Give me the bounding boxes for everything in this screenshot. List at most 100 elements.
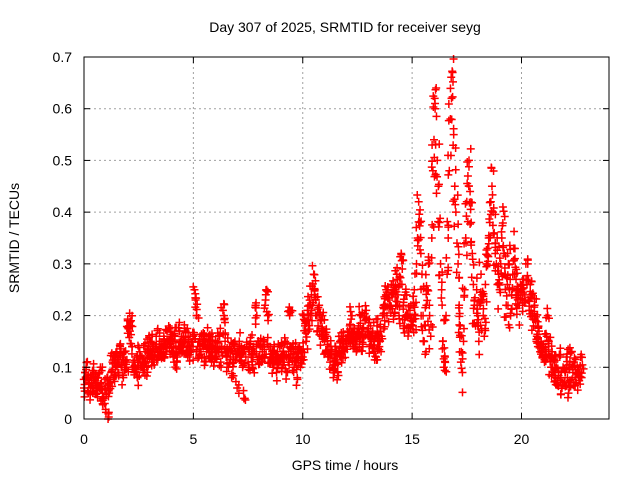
plus-marker [466, 220, 475, 229]
plus-marker [322, 328, 331, 337]
plus-marker [483, 244, 492, 253]
plus-marker [491, 210, 500, 219]
data-point [450, 191, 462, 231]
plus-marker [425, 311, 434, 320]
data-point [480, 314, 490, 341]
plus-marker [119, 371, 128, 380]
plus-marker [284, 354, 293, 363]
plus-marker [544, 336, 553, 345]
plus-marker [482, 262, 491, 271]
data-point [239, 386, 250, 404]
plus-marker [556, 373, 565, 382]
y-axis-label: SRMTID / TECUs [6, 183, 22, 293]
plus-marker [451, 143, 460, 152]
data-point [438, 336, 449, 353]
plus-marker [426, 332, 435, 341]
plot-frame [83, 56, 610, 420]
plus-marker [447, 115, 456, 124]
plus-marker [469, 280, 478, 289]
plus-marker [447, 73, 456, 82]
plus-marker [506, 309, 515, 318]
plus-marker [422, 286, 431, 295]
plus-marker [447, 94, 456, 103]
plus-marker [527, 290, 536, 299]
plus-marker [421, 350, 430, 359]
plus-marker [355, 302, 364, 311]
plus-marker [200, 361, 209, 370]
plus-marker [150, 360, 159, 369]
data-point [466, 238, 477, 264]
data-point [463, 171, 473, 191]
plus-marker [528, 289, 537, 298]
plus-marker [446, 84, 455, 93]
plus-marker [428, 322, 437, 331]
plus-marker [307, 316, 316, 325]
data-point [509, 244, 521, 274]
plus-marker [506, 245, 515, 254]
data-point [292, 365, 302, 390]
plus-marker [229, 362, 238, 371]
plus-marker [494, 280, 503, 289]
plus-marker [229, 340, 238, 349]
plus-marker [239, 394, 248, 403]
data-point [479, 280, 491, 306]
plus-marker [250, 368, 259, 377]
plus-marker [98, 396, 107, 405]
plus-marker [477, 270, 486, 279]
plus-marker [491, 243, 500, 252]
plus-marker [443, 217, 452, 226]
plus-marker [213, 339, 222, 348]
data-point [458, 284, 469, 301]
data-point [440, 311, 451, 325]
plus-marker [282, 375, 291, 384]
plus-marker [448, 77, 457, 86]
plus-marker [148, 330, 157, 339]
plus-marker [89, 359, 98, 368]
plus-marker [410, 303, 419, 312]
plus-marker [454, 303, 463, 312]
plus-marker [445, 166, 454, 175]
plus-marker [148, 338, 157, 347]
plus-marker [470, 293, 479, 302]
plus-marker [419, 336, 428, 345]
plus-marker [304, 315, 313, 324]
plus-marker [542, 329, 551, 338]
data-point [217, 299, 229, 315]
data-point [410, 241, 422, 278]
data-point [423, 301, 435, 329]
data-point [413, 190, 425, 219]
plus-marker [304, 292, 313, 301]
x-tick-label: 5 [189, 431, 197, 447]
plus-marker [410, 310, 419, 319]
plus-marker [356, 319, 365, 328]
plus-marker [382, 285, 391, 294]
plus-marker [127, 349, 136, 358]
data-point [379, 309, 389, 333]
data-point [485, 190, 497, 207]
plus-marker [421, 321, 430, 330]
plus-marker [192, 311, 201, 320]
plus-marker [466, 205, 475, 214]
plus-marker [264, 316, 273, 325]
data-point [185, 347, 198, 365]
plus-marker [442, 367, 451, 376]
plus-marker [162, 325, 171, 334]
plus-marker [474, 315, 483, 324]
plus-marker [392, 297, 401, 306]
plus-marker [303, 344, 312, 353]
plus-marker [427, 163, 436, 172]
data-point [371, 352, 382, 365]
data-point [375, 327, 386, 346]
plus-marker [438, 344, 447, 353]
plus-marker [547, 372, 556, 381]
plus-marker [248, 331, 257, 340]
chart-title: Day 307 of 2025, SRMTID for receiver sey… [209, 19, 481, 35]
plus-marker [495, 254, 504, 263]
plus-marker [361, 301, 370, 310]
data-point [457, 349, 467, 397]
plus-marker [272, 376, 281, 385]
plus-marker [93, 373, 102, 382]
data-point [322, 325, 332, 349]
plus-marker [489, 229, 498, 238]
y-tick-label: 0.3 [53, 256, 73, 272]
